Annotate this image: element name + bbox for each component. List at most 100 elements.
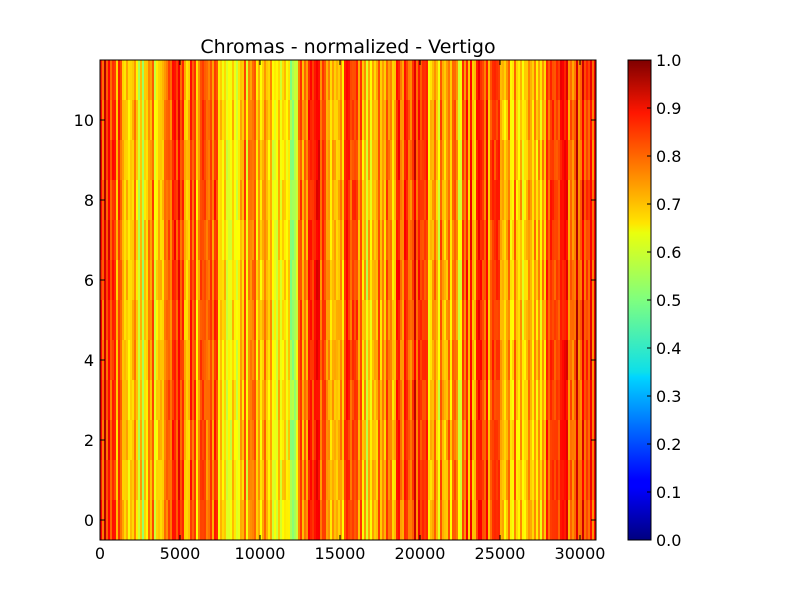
- heatmap-cell: [214, 140, 217, 181]
- heatmap-cell: [416, 60, 419, 101]
- heatmap-cell: [472, 140, 475, 181]
- heatmap-cell: [332, 300, 335, 341]
- heatmap-cell: [374, 380, 377, 421]
- heatmap-cell: [120, 460, 123, 501]
- heatmap-cell: [106, 220, 109, 261]
- heatmap-cell: [380, 260, 383, 301]
- heatmap-cell: [568, 460, 571, 501]
- heatmap-cell: [220, 380, 223, 421]
- heatmap-cell: [434, 300, 437, 341]
- heatmap-cell: [384, 380, 387, 421]
- heatmap-cell: [392, 60, 395, 101]
- heatmap-cell: [174, 300, 177, 341]
- heatmap-cell: [280, 140, 283, 181]
- heatmap-cell: [376, 140, 379, 181]
- heatmap-cell: [310, 60, 313, 101]
- heatmap-cell: [352, 180, 355, 221]
- heatmap-cell: [214, 460, 217, 501]
- heatmap-cell: [360, 300, 363, 341]
- heatmap-cell: [120, 60, 123, 101]
- heatmap-cell: [460, 500, 463, 540]
- heatmap-cell: [552, 60, 555, 101]
- heatmap-cell: [582, 260, 585, 301]
- heatmap-cell: [352, 220, 355, 261]
- heatmap-cell: [390, 140, 393, 181]
- heatmap-cell: [256, 420, 259, 461]
- heatmap-cell: [506, 260, 509, 301]
- heatmap-cell: [492, 220, 495, 261]
- heatmap-cell: [198, 500, 201, 540]
- heatmap-cell: [380, 180, 383, 221]
- heatmap-cell: [538, 340, 541, 381]
- heatmap-cell: [424, 300, 427, 341]
- heatmap-cell: [462, 420, 465, 461]
- heatmap-cell: [458, 260, 461, 301]
- heatmap-cell: [270, 420, 273, 461]
- heatmap-cell: [368, 140, 371, 181]
- heatmap-cell: [338, 300, 341, 341]
- heatmap-cell: [276, 460, 279, 501]
- heatmap-cell: [538, 220, 541, 261]
- heatmap-cell: [230, 420, 233, 461]
- heatmap-cell: [444, 180, 447, 221]
- heatmap-cell: [340, 500, 343, 540]
- heatmap-cell: [380, 420, 383, 461]
- heatmap-cell: [456, 220, 459, 261]
- heatmap-cell: [138, 260, 141, 301]
- heatmap-cell: [336, 260, 339, 301]
- heatmap-cell: [284, 260, 287, 301]
- heatmap-cell: [216, 420, 219, 461]
- heatmap-cell: [258, 260, 261, 301]
- heatmap-cell: [384, 340, 387, 381]
- heatmap-cell: [356, 60, 359, 101]
- heatmap-cell: [228, 180, 231, 221]
- heatmap-cell: [326, 380, 329, 421]
- heatmap-cell: [288, 420, 291, 461]
- heatmap-cell: [242, 500, 245, 540]
- heatmap-cell: [366, 300, 369, 341]
- heatmap-cell: [130, 260, 133, 301]
- heatmap-cell: [206, 460, 209, 501]
- heatmap-cell: [270, 220, 273, 261]
- heatmap-cell: [432, 180, 435, 221]
- heatmap-cell: [504, 220, 507, 261]
- heatmap-cell: [370, 140, 373, 181]
- heatmap-cell: [320, 260, 323, 301]
- heatmap-cell: [418, 300, 421, 341]
- heatmap-cell: [584, 100, 587, 141]
- heatmap-cell: [172, 220, 175, 261]
- heatmap-cell: [494, 500, 497, 540]
- heatmap-cell: [496, 460, 499, 501]
- heatmap-cell: [516, 340, 519, 381]
- heatmap-cell: [136, 340, 139, 381]
- heatmap-cell: [120, 380, 123, 421]
- heatmap-cell: [270, 500, 273, 540]
- heatmap-cell: [558, 180, 561, 221]
- heatmap-cell: [200, 340, 203, 381]
- heatmap-cell: [536, 60, 539, 101]
- heatmap-cell: [142, 420, 145, 461]
- heatmap-cell: [478, 220, 481, 261]
- heatmap-cell: [172, 500, 175, 540]
- heatmap-cell: [138, 420, 141, 461]
- heatmap-cell: [348, 340, 351, 381]
- heatmap-cell: [102, 380, 105, 421]
- heatmap-cell: [524, 380, 527, 421]
- heatmap-cell: [520, 220, 523, 261]
- heatmap-cell: [528, 220, 531, 261]
- heatmap-cell: [262, 420, 265, 461]
- heatmap-cell: [590, 220, 593, 261]
- heatmap-cell: [530, 220, 533, 261]
- heatmap-cell: [158, 180, 161, 221]
- heatmap-cell: [340, 300, 343, 341]
- heatmap-cell: [186, 220, 189, 261]
- heatmap-cell: [214, 60, 217, 101]
- heatmap-cell: [260, 500, 263, 540]
- heatmap-cell: [318, 100, 321, 141]
- heatmap-cell: [314, 380, 317, 421]
- heatmap-cell: [248, 140, 251, 181]
- heatmap-cell: [226, 260, 229, 301]
- heatmap-cell: [584, 60, 587, 101]
- heatmap-cell: [152, 180, 155, 221]
- heatmap-cell: [276, 260, 279, 301]
